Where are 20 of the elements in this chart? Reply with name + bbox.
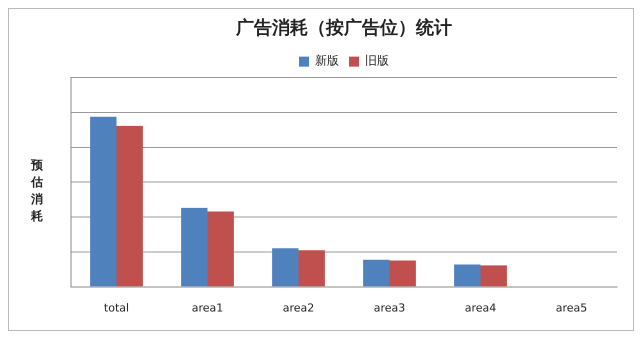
bar [480, 265, 507, 286]
bar [272, 248, 298, 286]
bar [181, 208, 208, 286]
legend-label: 旧版 [365, 54, 389, 68]
x-tick-label: area4 [464, 301, 496, 314]
bar [390, 260, 416, 286]
bar [454, 264, 480, 286]
y-axis-title: 预估消耗 [31, 157, 44, 225]
chart-title: 广告消耗（按广告位）统计 [235, 17, 452, 38]
x-tick-label: area5 [556, 301, 588, 314]
x-tick-label: total [104, 301, 130, 314]
x-tick-label: area1 [192, 301, 224, 314]
x-tick-label: area2 [282, 301, 314, 314]
bar [116, 126, 143, 286]
bar [298, 250, 325, 286]
bar [363, 260, 390, 286]
legend-label: 新版 [315, 54, 339, 68]
x-tick-label: area3 [374, 301, 406, 314]
bar [90, 116, 116, 286]
bar [208, 211, 234, 286]
